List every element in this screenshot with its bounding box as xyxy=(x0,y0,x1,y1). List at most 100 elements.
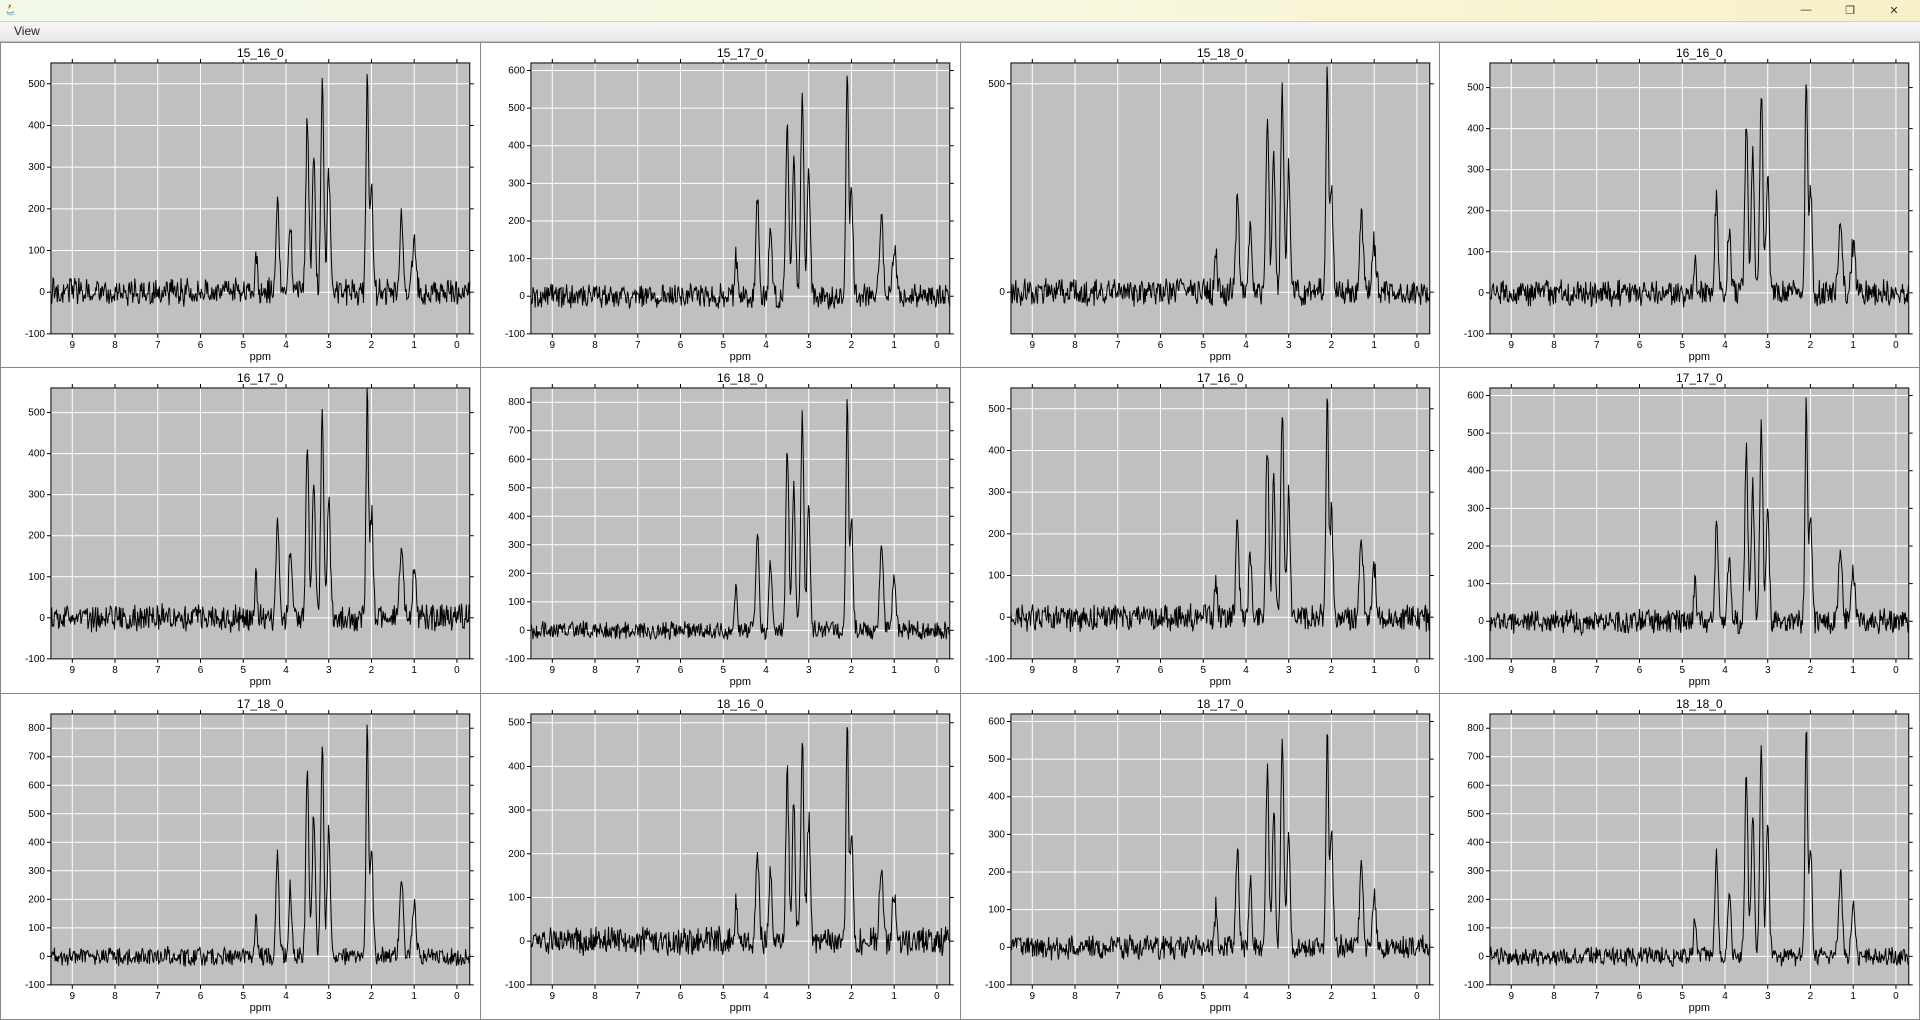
svg-text:0: 0 xyxy=(1893,991,1899,1002)
svg-text:500: 500 xyxy=(508,483,525,494)
svg-text:700: 700 xyxy=(508,426,525,437)
plot-title: 16_18_0 xyxy=(717,371,764,385)
svg-text:5: 5 xyxy=(240,991,246,1002)
svg-text:200: 200 xyxy=(508,569,525,580)
svg-text:3: 3 xyxy=(1285,339,1291,350)
plot-title: 17_18_0 xyxy=(237,697,284,711)
svg-text:8: 8 xyxy=(112,665,118,676)
svg-text:3: 3 xyxy=(806,339,812,350)
svg-text:5: 5 xyxy=(1680,665,1686,676)
spectrum-plot: 9876543210-1000100200300400500 16_16_0 p… xyxy=(1440,43,1919,368)
plot-cell[interactable]: 9876543210-1000100200300400500600700800 … xyxy=(481,368,960,693)
svg-text:200: 200 xyxy=(28,531,45,542)
svg-text:5: 5 xyxy=(1200,665,1206,676)
svg-text:7: 7 xyxy=(1594,991,1600,1002)
svg-text:8: 8 xyxy=(112,991,118,1002)
svg-text:0: 0 xyxy=(934,991,940,1002)
plot-cell[interactable]: 9876543210-1000100200300400500600700800 … xyxy=(1440,694,1919,1019)
svg-text:6: 6 xyxy=(1637,665,1643,676)
svg-text:0: 0 xyxy=(1479,952,1485,963)
spectrum-plot: 9876543210-1000100200300400500600 17_17_… xyxy=(1440,368,1919,693)
svg-text:5: 5 xyxy=(1680,339,1686,350)
plot-cell[interactable]: 9876543210-1000100200300400500 17_16_0 p… xyxy=(961,368,1440,693)
svg-text:1: 1 xyxy=(891,991,897,1002)
plot-cell[interactable]: 9876543210-1000100200300400500 15_16_0 p… xyxy=(1,43,480,368)
svg-text:400: 400 xyxy=(28,120,45,131)
svg-text:0: 0 xyxy=(999,613,1005,624)
plot-title: 18_18_0 xyxy=(1676,697,1723,711)
svg-text:500: 500 xyxy=(28,408,45,419)
plot-cell[interactable]: 9876543210-1000100200300400500600700800 … xyxy=(1,694,480,1019)
svg-text:600: 600 xyxy=(508,455,525,466)
svg-text:200: 200 xyxy=(1468,895,1485,906)
svg-text:4: 4 xyxy=(283,339,289,350)
svg-text:4: 4 xyxy=(763,991,769,1002)
svg-text:3: 3 xyxy=(1765,991,1771,1002)
svg-text:0: 0 xyxy=(454,665,460,676)
svg-text:3: 3 xyxy=(326,665,332,676)
plot-cell[interactable]: 9876543210-1000100200300400500600 15_17_… xyxy=(481,43,960,368)
svg-text:7: 7 xyxy=(155,665,161,676)
svg-text:-100: -100 xyxy=(25,980,45,991)
plot-cell[interactable]: 9876543210-1000100200300400500600 17_17_… xyxy=(1440,368,1919,693)
svg-text:400: 400 xyxy=(988,792,1005,803)
svg-text:4: 4 xyxy=(1243,665,1249,676)
svg-text:7: 7 xyxy=(635,339,641,350)
close-icon: ✕ xyxy=(1889,4,1898,17)
svg-text:400: 400 xyxy=(28,449,45,460)
svg-text:8: 8 xyxy=(592,991,598,1002)
svg-text:4: 4 xyxy=(763,665,769,676)
spectrum-plot: 98765432100500 15_18_0 ppm xyxy=(961,43,1440,368)
x-axis-label: ppm xyxy=(250,350,271,362)
svg-text:100: 100 xyxy=(508,253,525,264)
spectrum-plot: 9876543210-1000100200300400500 16_17_0 p… xyxy=(1,368,480,693)
svg-text:-100: -100 xyxy=(984,654,1004,665)
svg-text:5: 5 xyxy=(1680,991,1686,1002)
svg-text:0: 0 xyxy=(1893,665,1899,676)
plot-grid: 9876543210-1000100200300400500 15_16_0 p… xyxy=(0,42,1920,1020)
x-axis-label: ppm xyxy=(1209,350,1230,362)
svg-text:9: 9 xyxy=(1509,339,1515,350)
menu-view[interactable]: View xyxy=(6,22,48,40)
svg-text:7: 7 xyxy=(1114,991,1120,1002)
svg-text:9: 9 xyxy=(1029,665,1035,676)
svg-text:400: 400 xyxy=(508,762,525,773)
spectrum-plot: 9876543210-1000100200300400500 18_16_0 p… xyxy=(481,694,960,1019)
plot-cell[interactable]: 9876543210-1000100200300400500 16_17_0 p… xyxy=(1,368,480,693)
svg-text:0: 0 xyxy=(519,626,525,637)
svg-text:200: 200 xyxy=(508,216,525,227)
svg-text:500: 500 xyxy=(988,404,1005,415)
svg-text:9: 9 xyxy=(1029,339,1035,350)
svg-text:5: 5 xyxy=(720,665,726,676)
svg-text:3: 3 xyxy=(326,991,332,1002)
svg-text:400: 400 xyxy=(1468,123,1485,134)
svg-text:4: 4 xyxy=(283,665,289,676)
svg-text:2: 2 xyxy=(369,339,375,350)
svg-text:6: 6 xyxy=(1157,665,1163,676)
plot-title: 15_17_0 xyxy=(717,46,764,60)
plot-cell[interactable]: 98765432100500 15_18_0 ppm xyxy=(961,43,1440,368)
svg-text:9: 9 xyxy=(549,339,555,350)
svg-text:300: 300 xyxy=(1468,866,1485,877)
svg-text:200: 200 xyxy=(1468,205,1485,216)
svg-text:8: 8 xyxy=(592,339,598,350)
svg-text:800: 800 xyxy=(508,398,525,409)
plot-cell[interactable]: 9876543210-1000100200300400500 18_16_0 p… xyxy=(481,694,960,1019)
svg-text:5: 5 xyxy=(240,665,246,676)
svg-text:2: 2 xyxy=(369,665,375,676)
svg-text:5: 5 xyxy=(1200,991,1206,1002)
minimize-button[interactable]: — xyxy=(1784,0,1828,20)
svg-text:7: 7 xyxy=(155,991,161,1002)
svg-text:100: 100 xyxy=(28,572,45,583)
svg-text:-100: -100 xyxy=(1464,980,1484,991)
x-axis-label: ppm xyxy=(729,350,750,362)
svg-text:3: 3 xyxy=(806,991,812,1002)
menubar: View xyxy=(0,22,1920,42)
svg-text:-100: -100 xyxy=(984,980,1004,991)
maximize-button[interactable]: ❐ xyxy=(1828,0,1872,20)
plot-cell[interactable]: 9876543210-1000100200300400500 16_16_0 p… xyxy=(1440,43,1919,368)
svg-text:5: 5 xyxy=(240,339,246,350)
svg-text:9: 9 xyxy=(1029,991,1035,1002)
close-button[interactable]: ✕ xyxy=(1872,0,1916,20)
plot-cell[interactable]: 9876543210-1000100200300400500600 18_17_… xyxy=(961,694,1440,1019)
